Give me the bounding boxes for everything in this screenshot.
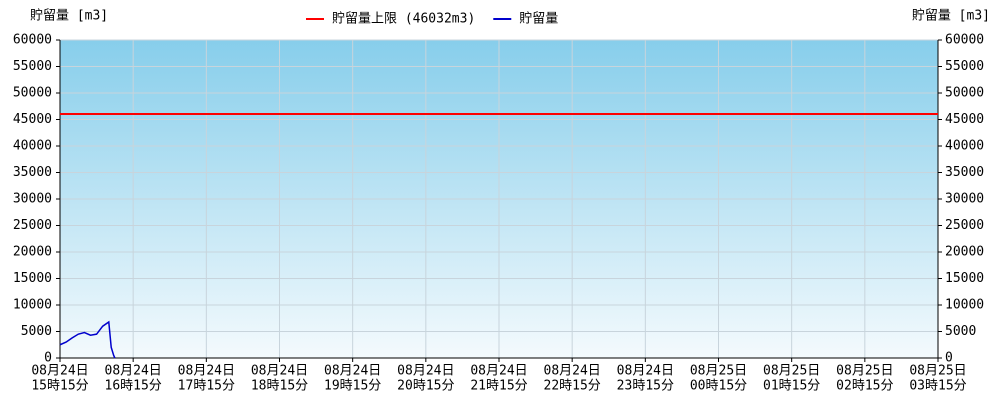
x-tick-label: 08月25日 — [690, 364, 747, 379]
data-line — [59, 320, 116, 359]
y-tick-label: 35000 — [13, 165, 52, 180]
x-tick-label: 08月24日 — [31, 364, 88, 379]
y2-tick-label: 50000 — [945, 86, 984, 101]
y2-tick-label: 0 — [945, 351, 953, 366]
y-tick-label: 60000 — [13, 33, 52, 48]
y-tick-label: 15000 — [13, 271, 52, 286]
y-tick-label: 10000 — [13, 298, 52, 313]
x-tick-label: 08月24日 — [470, 364, 527, 379]
y2-tick-label: 35000 — [945, 165, 984, 180]
y2-tick-label: 15000 — [945, 271, 984, 286]
x-tick-label: 08月24日 — [544, 364, 601, 379]
y2-tick-label: 5000 — [945, 324, 976, 339]
x-tick-label: 02時15分 — [836, 379, 893, 394]
y2-axis-title: 貯留量 [m3] — [912, 9, 990, 24]
x-tick-label: 21時15分 — [470, 379, 527, 394]
x-tick-label: 08月24日 — [105, 364, 162, 379]
y-tick-label: 20000 — [13, 245, 52, 260]
x-tick-label: 08月24日 — [324, 364, 381, 379]
x-tick-label: 16時15分 — [105, 379, 162, 394]
legend-label: 貯留量 — [519, 12, 558, 27]
y2-tick-label: 30000 — [945, 192, 984, 207]
y-tick-label: 50000 — [13, 86, 52, 101]
x-tick-label: 00時15分 — [690, 379, 747, 394]
x-tick-label: 08月25日 — [836, 364, 893, 379]
y2-tick-label: 45000 — [945, 112, 984, 127]
x-tick-label: 17時15分 — [178, 379, 235, 394]
y-axis-title: 貯留量 [m3] — [30, 9, 108, 24]
x-tick-label: 01時15分 — [763, 379, 820, 394]
x-tick-label: 08月24日 — [251, 364, 308, 379]
y-tick-label: 5000 — [21, 324, 52, 339]
y2-tick-label: 25000 — [945, 218, 984, 233]
x-tick-label: 22時15分 — [544, 379, 601, 394]
x-tick-label: 18時15分 — [251, 379, 308, 394]
x-tick-label: 20時15分 — [397, 379, 454, 394]
y-tick-label: 40000 — [13, 139, 52, 154]
y2-tick-label: 10000 — [945, 298, 984, 313]
y-tick-label: 0 — [44, 351, 52, 366]
y-tick-label: 45000 — [13, 112, 52, 127]
y2-tick-label: 20000 — [945, 245, 984, 260]
x-tick-label: 08月25日 — [909, 364, 966, 379]
x-tick-label: 08月24日 — [617, 364, 674, 379]
x-tick-label: 03時15分 — [909, 379, 966, 394]
x-tick-label: 08月24日 — [397, 364, 454, 379]
x-tick-label: 08月25日 — [763, 364, 820, 379]
y-tick-label: 55000 — [13, 59, 52, 74]
legend-label: 貯留量上限 (46032m3) — [332, 12, 475, 27]
y-tick-label: 25000 — [13, 218, 52, 233]
y2-tick-label: 55000 — [945, 59, 984, 74]
y2-tick-label: 60000 — [945, 33, 984, 48]
x-tick-label: 15時15分 — [31, 379, 88, 394]
x-tick-label: 08月24日 — [178, 364, 235, 379]
x-tick-label: 23時15分 — [617, 379, 674, 394]
x-tick-label: 19時15分 — [324, 379, 381, 394]
y-tick-label: 30000 — [13, 192, 52, 207]
y2-tick-label: 40000 — [945, 139, 984, 154]
